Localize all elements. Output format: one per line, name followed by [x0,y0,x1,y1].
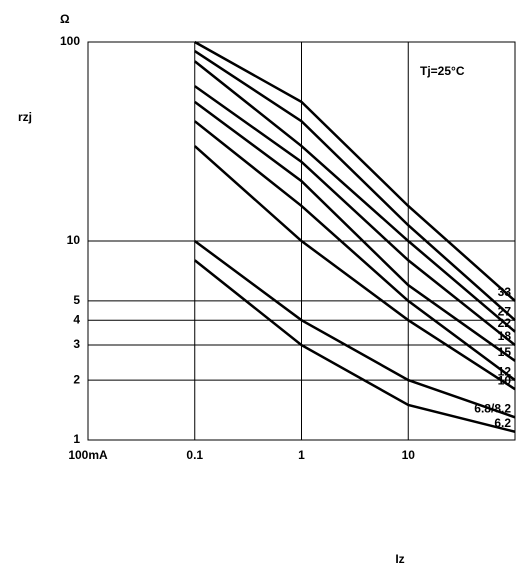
series-label: 33 [498,285,512,299]
y-tick-label: 1 [73,432,80,446]
y-axis-label: rzj [18,110,32,124]
y-tick-label: 3 [73,337,80,351]
series-line [195,86,515,345]
series-line [195,61,515,331]
x-tick-label: 0.1 [186,448,203,462]
series-line [195,146,515,389]
series-label: 10 [498,373,512,387]
series-label: 22 [498,316,512,330]
x-tick-label: 1 [298,448,305,462]
series-label: 6.8/8.2 [474,401,511,415]
x-axis-label: Iz [395,552,404,566]
x-tick-label: 10 [402,448,416,462]
series-line [195,260,515,431]
chart: Ω rzj Iz Tj=25°C 1 2 3 4 5 10 100 100mA 0.1 1 10 33… [0,0,522,570]
y-tick-label: 4 [73,312,80,326]
y-tick-label: 10 [67,233,81,247]
series-line [195,241,515,417]
y-tick-label: 2 [73,372,80,386]
series-line [195,102,515,361]
series-label: 6.2 [494,416,511,430]
y-tick-label: 100 [60,34,80,48]
annotation: Tj=25°C [420,64,465,78]
x-tick-label: 100mA [68,448,108,462]
series-line [195,42,515,301]
y-tick-label: 5 [73,293,80,307]
series-label: 15 [498,345,512,359]
series-label: 18 [498,329,512,343]
y-unit: Ω [60,12,70,26]
series-line [195,121,515,380]
